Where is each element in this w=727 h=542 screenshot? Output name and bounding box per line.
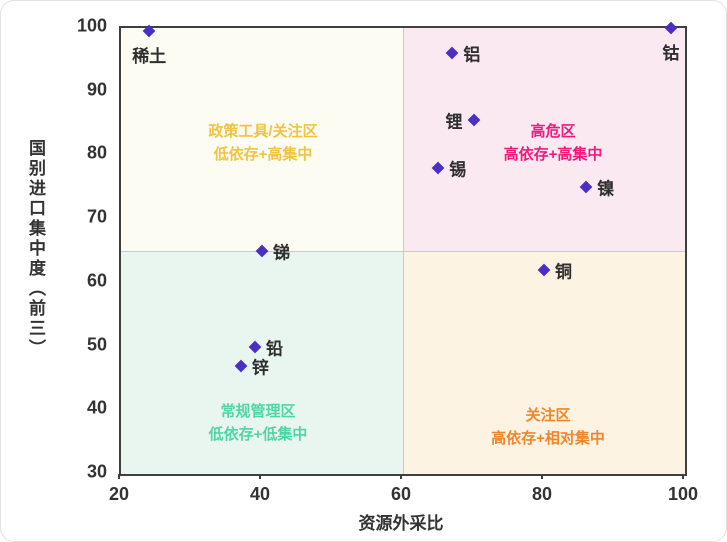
x-tick-label: 60 <box>390 484 412 504</box>
x-tick-label: 100 <box>667 484 699 504</box>
data-point-label: 钴 <box>662 44 680 63</box>
quadrant-label-line: 高依存+相对集中 <box>491 430 605 447</box>
quadrant-bottom-left <box>121 251 403 474</box>
x-tick-mark <box>259 474 261 479</box>
data-point-label: 锌 <box>251 358 269 378</box>
y-tick-label: 50 <box>86 334 107 355</box>
y-tick-label: 70 <box>86 206 107 227</box>
quadrant-label-line: 关注区 <box>525 406 571 424</box>
quadrant-label-line: 政策工具/关注区 <box>208 122 318 140</box>
y-tick-label: 80 <box>86 142 107 163</box>
data-point-label: 铝 <box>463 45 481 65</box>
data-point-label: 稀土 <box>132 47 167 67</box>
x-axis-title: 资源外采比 <box>358 514 444 533</box>
quadrant-label-line: 高危区 <box>530 122 576 140</box>
quadrant-label-watch: 关注区 高依存+相对集中 <box>491 404 605 451</box>
quadrant-top-right <box>403 28 685 251</box>
data-point-label: 镍 <box>597 179 615 199</box>
quadrant-label-line: 低依存+高集中 <box>213 146 313 163</box>
divider-horizontal <box>121 250 685 252</box>
quadrant-label-policy-tool: 政策工具/关注区 低依存+高集中 <box>208 120 317 167</box>
x-tick-label: 40 <box>249 484 271 504</box>
x-tick-mark <box>400 474 402 479</box>
quadrant-label-line: 高依存+高集中 <box>503 146 603 163</box>
quadrant-bottom-right <box>403 251 685 474</box>
data-point-label: 锡 <box>449 160 467 180</box>
data-point-label: 铜 <box>555 262 572 282</box>
data-point-label: 锑 <box>273 243 290 263</box>
x-tick-label: 20 <box>108 484 130 504</box>
x-tick-mark <box>118 474 120 479</box>
quadrant-label-routine: 常规管理区 低依存+低集中 <box>209 400 308 447</box>
quadrant-label-line: 低依存+低集中 <box>208 426 308 443</box>
x-tick-mark <box>541 474 543 479</box>
y-tick-label: 40 <box>86 397 107 418</box>
quadrant-label-high-risk: 高危区 高依存+高集中 <box>504 120 603 167</box>
y-tick-label: 100 <box>76 15 107 36</box>
y-tick-label: 90 <box>86 79 107 100</box>
y-tick-label: 30 <box>86 461 107 482</box>
x-tick-label: 80 <box>531 484 553 504</box>
data-point-label: 锂 <box>445 112 463 132</box>
y-tick-label: 60 <box>86 270 107 291</box>
data-point-label: 铅 <box>265 339 283 359</box>
plot-area: 政策工具/关注区 低依存+高集中 高危区 高依存+高集中 常规管理区 低依存+低… <box>119 21 687 476</box>
y-axis-title: 国别进口集中度（前三） <box>26 139 45 359</box>
x-tick-mark <box>682 474 684 479</box>
quadrant-top-left <box>121 28 403 251</box>
quadrant-label-line: 常规管理区 <box>220 402 296 420</box>
